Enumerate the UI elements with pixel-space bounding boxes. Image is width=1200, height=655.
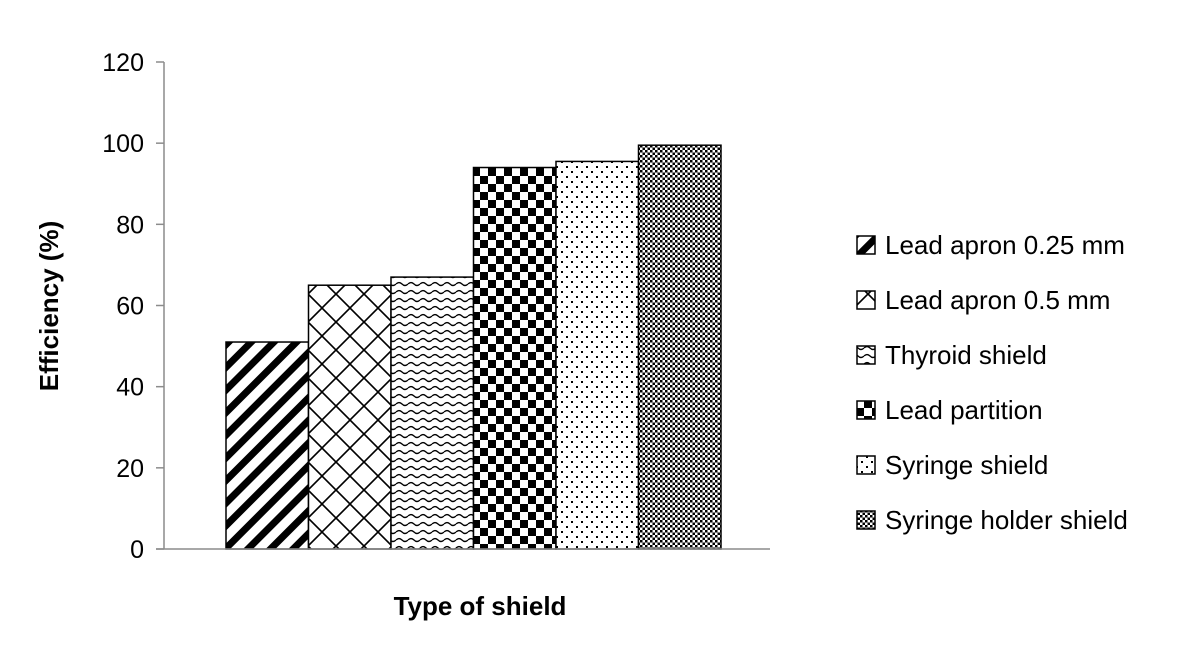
legend-swatch-lead-apron-0-25-mm: [856, 235, 876, 255]
legend-label-lead-partition: Lead partition: [885, 395, 1043, 425]
y-tick-label: 0: [130, 536, 144, 564]
bar-syringe-holder-shield: [637, 144, 722, 550]
bar-thyroid-shield: [390, 276, 475, 550]
legend-label-thyroid-shield: Thyroid shield: [885, 340, 1047, 370]
x-axis-title: Type of shield: [394, 591, 567, 621]
y-tick-label: 40: [116, 374, 144, 402]
legend-label-lead-apron-0-5-mm: Lead apron 0.5 mm: [885, 285, 1110, 315]
legend-swatch-lead-apron-0-5-mm: [856, 290, 876, 310]
legend-swatch-lead-partition: [856, 400, 876, 420]
legend-label-syringe-shield: Syringe shield: [885, 450, 1048, 480]
legend-label-lead-apron-0-25-mm: Lead apron 0.25 mm: [885, 230, 1125, 260]
y-tick-label: 100: [102, 130, 144, 158]
y-tick-label: 60: [116, 293, 144, 321]
legend-swatch-thyroid-shield: [856, 345, 876, 365]
bar-lead-partition: [472, 166, 557, 550]
legend-label-syringe-holder-shield: Syringe holder shield: [885, 505, 1128, 535]
legend-swatch-syringe-shield: [856, 455, 876, 475]
plot-area: [225, 144, 722, 550]
bar-syringe-shield: [555, 160, 640, 550]
legend-swatch-syringe-holder-shield: [856, 510, 876, 530]
legend: Lead apron 0.25 mm Lead apron 0.5 mm Thyro…: [856, 230, 1128, 535]
y-tick-label: 120: [102, 49, 144, 77]
y-tick-label: 80: [116, 211, 144, 239]
y-axis-title: Efficiency (%): [34, 221, 64, 392]
bar-lead-apron-0-5-mm: [307, 284, 392, 550]
y-axis: 0 20 40 60 80 100 120: [102, 49, 165, 564]
bar-lead-apron-0-25-mm: [225, 341, 310, 550]
y-tick-label: 20: [116, 455, 144, 483]
